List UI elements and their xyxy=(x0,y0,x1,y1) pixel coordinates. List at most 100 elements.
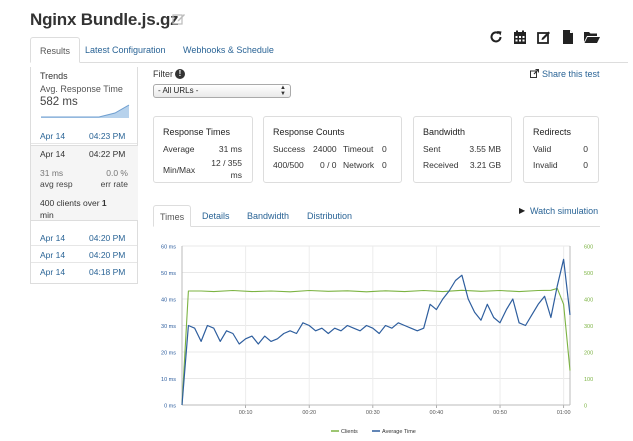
avg-response-value: 582 ms xyxy=(40,96,78,108)
run-item[interactable]: Apr 14 04:18 PM xyxy=(31,264,137,280)
average-value: 31 ms xyxy=(218,144,242,154)
legend-label: Average Time xyxy=(382,429,416,435)
invalid-label: Invalid xyxy=(533,160,558,170)
x-tick-label: 00:40 xyxy=(430,410,444,416)
y-right-tick-label: 400 xyxy=(584,298,593,304)
minmax-unit: ms xyxy=(230,170,242,180)
select-arrows-icon: ▲ ▼ xyxy=(280,85,286,97)
x-tick-label: 00:50 xyxy=(493,410,507,416)
run-date: Apr 14 xyxy=(40,233,66,243)
trend-sparkline xyxy=(41,104,130,118)
runs-sidebar: Trends Avg. Response Time 582 ms Apr 14 … xyxy=(30,67,138,284)
timeout-label: Timeout xyxy=(343,144,374,154)
y-left-tick-label: 20 ms xyxy=(161,351,176,357)
tab-distribution[interactable]: Distribution xyxy=(301,205,358,227)
response-times-title: Response Times xyxy=(163,127,231,137)
tab-distribution-label: Distribution xyxy=(307,211,353,221)
success-value: 24000 xyxy=(313,144,337,154)
tab-details-label: Details xyxy=(202,211,230,221)
run-avg-resp-label: avg resp xyxy=(40,179,73,189)
y-left-tick-label: 40 ms xyxy=(161,298,176,304)
file-icon[interactable] xyxy=(560,29,576,45)
x-tick-label: 00:10 xyxy=(239,410,253,416)
y-left-tick-label: 50 ms xyxy=(161,271,176,277)
folder-open-icon[interactable] xyxy=(583,29,600,45)
y-left-tick-label: 0 ms xyxy=(164,404,176,410)
watch-simulation-link[interactable]: Watch simulation xyxy=(530,206,599,216)
success-label: Success xyxy=(273,144,306,154)
legend-label: Clients xyxy=(341,429,358,435)
play-icon[interactable]: ▶ xyxy=(519,206,526,215)
calendar-icon[interactable] xyxy=(512,29,528,45)
invalid-value: 0 xyxy=(583,160,588,170)
info-icon[interactable]: ! xyxy=(175,69,185,79)
tab-results[interactable]: Results xyxy=(30,37,81,63)
run-err-rate-value: 0.0 % xyxy=(106,168,128,178)
share-link[interactable]: Share this test xyxy=(542,69,600,79)
run-clients-text: 400 clients over xyxy=(40,198,102,208)
sent-value: 3.55 MB xyxy=(469,144,501,154)
minmax-value: 12 / 355 xyxy=(211,158,242,168)
redirects-card: Redirects Valid 0 Invalid 0 xyxy=(523,116,599,183)
response-times-card: Response Times Average 31 ms Min/Max 12 … xyxy=(153,116,253,183)
received-label: Received xyxy=(423,160,459,170)
y-right-tick-label: 0 xyxy=(584,404,587,410)
response-counts-title: Response Counts xyxy=(273,127,345,137)
tab-webhooks-schedule-label: Webhooks & Schedule xyxy=(183,45,274,55)
response-counts-card: Response Counts Success 24000 Timeout 0 … xyxy=(263,116,402,183)
run-clients-duration: 1 xyxy=(101,198,107,208)
run-date: Apr 14 xyxy=(40,267,66,277)
tabs-divider xyxy=(30,62,628,63)
y-right-tick-label: 200 xyxy=(584,351,593,357)
timeout-value: 0 xyxy=(382,144,387,154)
bandwidth-title: Bandwidth xyxy=(423,127,466,137)
edit-icon[interactable] xyxy=(536,29,552,45)
valid-label: Valid xyxy=(533,144,552,154)
valid-value: 0 xyxy=(583,144,588,154)
tab-bandwidth[interactable]: Bandwidth xyxy=(241,205,295,227)
redirects-title: Redirects xyxy=(533,127,572,137)
error-codes-label: 400/500 xyxy=(273,160,304,170)
sent-label: Sent xyxy=(423,144,441,154)
y-right-tick-label: 500 xyxy=(584,271,593,277)
edit-title-icon[interactable] xyxy=(172,12,186,26)
bandwidth-card: Bandwidth Sent 3.55 MB Received 3.21 GB xyxy=(413,116,512,183)
run-item[interactable]: Apr 14 04:20 PM xyxy=(31,230,137,246)
average-time-series-line xyxy=(181,258,571,406)
url-filter-value: - All URLs - xyxy=(158,86,199,95)
share-icon[interactable] xyxy=(530,68,540,78)
tab-bandwidth-label: Bandwidth xyxy=(247,211,290,221)
network-value: 0 xyxy=(382,160,387,170)
error-codes-value: 0 / 0 xyxy=(320,160,337,170)
minmax-label: Min/Max xyxy=(163,165,196,175)
run-avg-resp-value: 31 ms xyxy=(40,168,64,178)
run-item-selected[interactable]: Apr 14 04:22 PM 31 ms 0.0 % avg resp err… xyxy=(31,145,138,221)
page-title: Nginx Bundle.js.gz xyxy=(30,10,179,29)
y-right-tick-label: 100 xyxy=(584,377,593,383)
x-tick-label: 01:00 xyxy=(557,410,571,416)
tab-webhooks-schedule[interactable]: Webhooks & Schedule xyxy=(174,37,283,63)
clients-series-line xyxy=(181,287,571,406)
run-time: 04:20 PM xyxy=(89,233,126,243)
y-left-tick-label: 60 ms xyxy=(161,245,176,251)
url-filter-select[interactable]: - All URLs - ▲ ▼ xyxy=(153,84,291,98)
avg-response-label: Avg. Response Time xyxy=(40,84,123,94)
network-label: Network xyxy=(343,160,375,170)
received-value: 3.21 GB xyxy=(469,160,501,170)
run-date: Apr 14 xyxy=(40,149,66,159)
x-tick-label: 00:30 xyxy=(366,410,380,416)
refresh-icon[interactable] xyxy=(488,29,504,45)
y-right-tick-label: 600 xyxy=(584,245,593,251)
run-item[interactable]: Apr 14 04:23 PM xyxy=(31,128,137,144)
tab-results-label: Results xyxy=(40,46,71,56)
tab-details[interactable]: Details xyxy=(196,205,236,227)
trends-link[interactable]: Trends xyxy=(40,71,68,81)
run-clients-unit: min xyxy=(40,210,54,220)
run-clients-summary: 400 clients over 1 min xyxy=(40,197,135,221)
run-time: 04:23 PM xyxy=(89,131,126,141)
run-time: 04:22 PM xyxy=(89,149,126,159)
tab-latest-configuration[interactable]: Latest Configuration xyxy=(76,37,175,63)
filter-label: Filter xyxy=(153,69,173,79)
tab-times[interactable]: Times xyxy=(153,205,192,227)
run-item[interactable]: Apr 14 04:20 PM xyxy=(31,247,137,263)
